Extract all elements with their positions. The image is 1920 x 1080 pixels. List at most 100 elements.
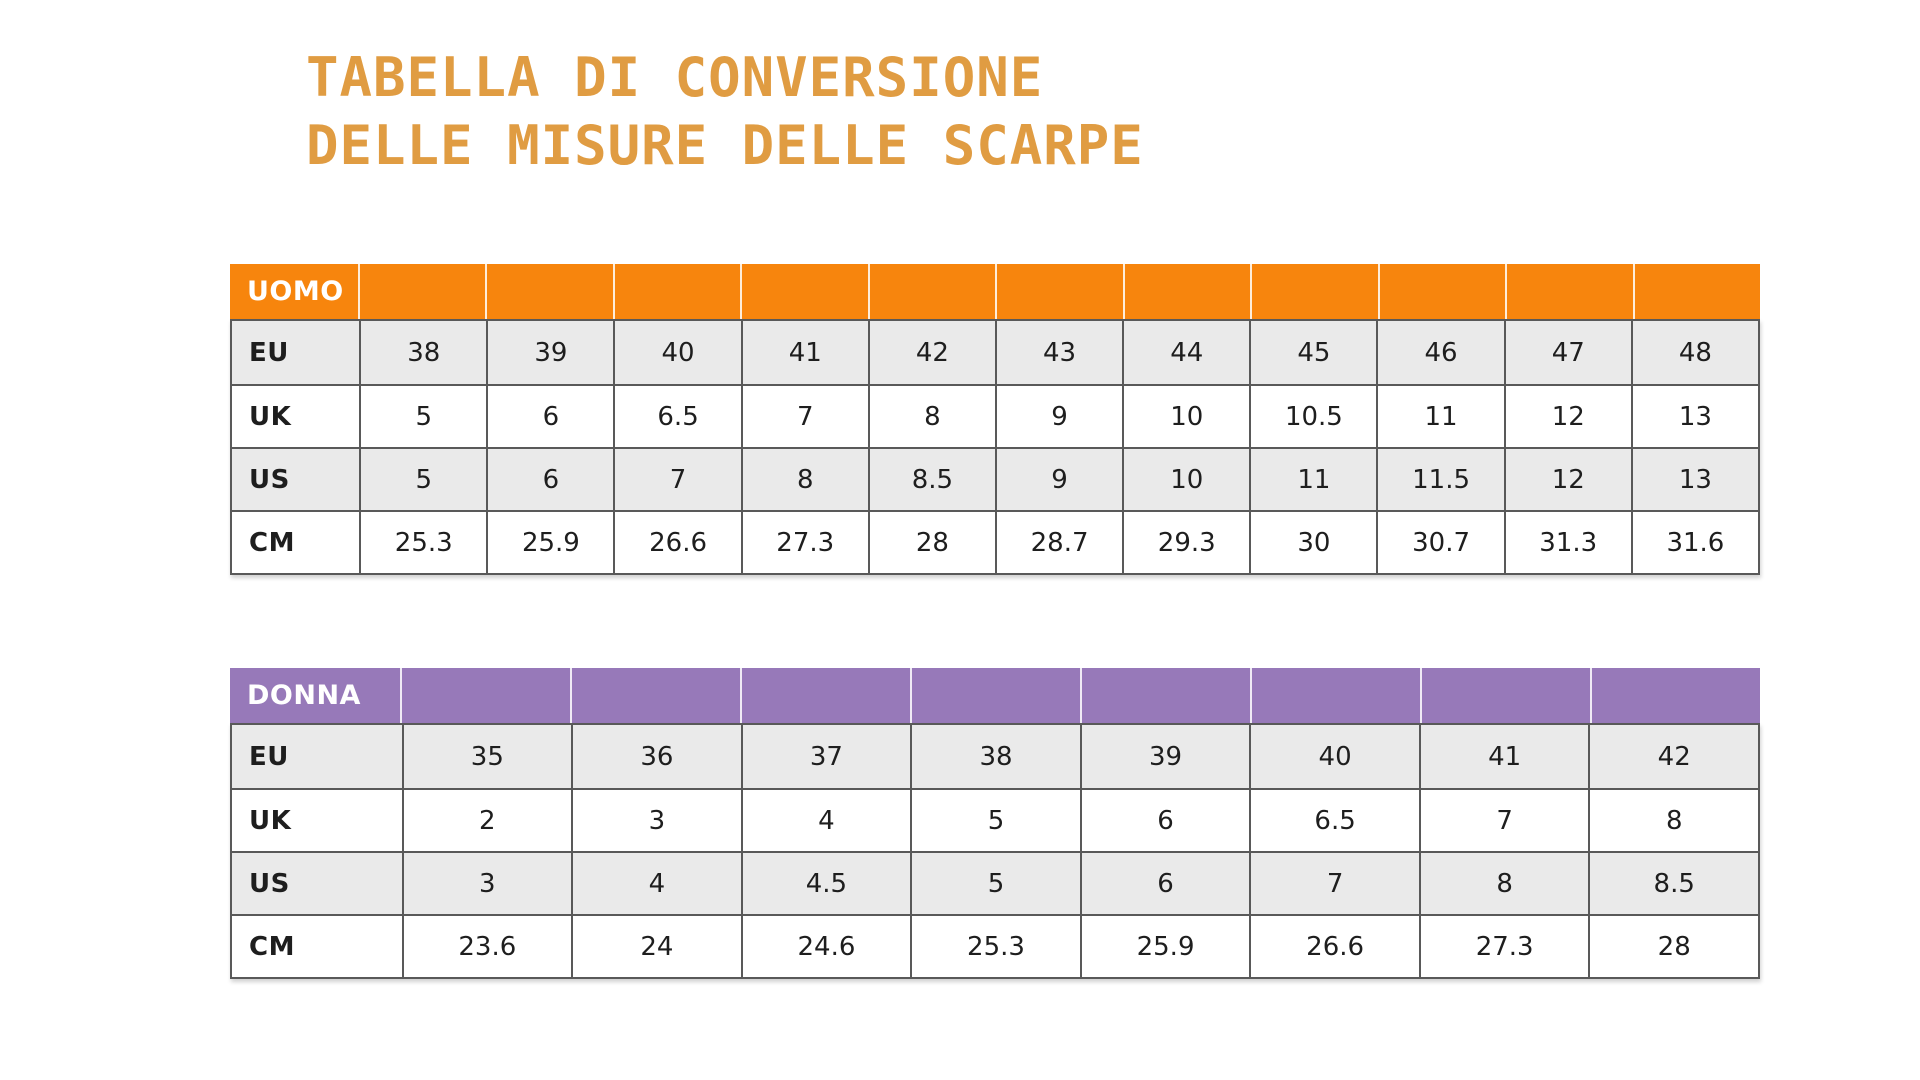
size-cell: 7 xyxy=(740,386,868,447)
row-label: US xyxy=(249,464,290,495)
size-cell: 25.3 xyxy=(910,916,1080,977)
size-cell: 39 xyxy=(486,321,613,384)
donna-row-us: US 3 4 4.5 5 6 7 8 8.5 xyxy=(232,851,1758,914)
size-cell: 11.5 xyxy=(1376,449,1503,510)
size-cell: 8 xyxy=(1588,790,1758,851)
size-cell: 36 xyxy=(571,725,741,788)
header-spacer-cell xyxy=(995,264,1123,319)
size-cell: 4.5 xyxy=(740,853,911,914)
header-spacer-cell xyxy=(1420,668,1590,723)
size-cell: 45 xyxy=(1249,321,1376,384)
donna-row-cm: CM 23.6 24 24.6 25.3 25.9 26.6 27.3 28 xyxy=(232,914,1758,977)
uomo-row-eu: EU 38 39 40 41 42 43 44 45 46 47 48 xyxy=(232,321,1758,384)
size-cell: 9 xyxy=(994,449,1122,510)
size-cell: 10 xyxy=(1122,386,1249,447)
row-label: US xyxy=(249,868,290,899)
size-cell: 28 xyxy=(1588,916,1758,977)
uomo-row-cm: CM 25.3 25.9 26.6 27.3 28 28.7 29.3 30 30.7 31.3 31… xyxy=(232,510,1758,573)
size-cell: 7 xyxy=(613,449,740,510)
size-cell: 6 xyxy=(1079,790,1250,851)
size-cell: 24.6 xyxy=(740,916,911,977)
size-cell: 13 xyxy=(1630,386,1758,447)
size-cell: 40 xyxy=(1249,725,1419,788)
uomo-table-header: UOMO xyxy=(230,264,1760,319)
size-cell: 9 xyxy=(994,386,1122,447)
header-spacer-cell xyxy=(910,668,1080,723)
size-cell: 37 xyxy=(740,725,911,788)
size-cell: 5 xyxy=(359,386,486,447)
women-size-table: DONNA EU 35 36 37 38 39 40 41 42 UK 2 3 4 5 6 6.5 7 8 US 3 4 4… xyxy=(230,668,1760,979)
size-cell: 11 xyxy=(1376,386,1503,447)
size-cell: 42 xyxy=(867,321,995,384)
size-cell: 5 xyxy=(910,790,1080,851)
size-cell: 26.6 xyxy=(1249,916,1419,977)
size-cell: 38 xyxy=(910,725,1080,788)
size-cell: 7 xyxy=(1418,790,1589,851)
size-cell: 41 xyxy=(740,321,868,384)
size-cell: 28 xyxy=(867,512,995,573)
header-spacer-cell xyxy=(357,264,486,319)
size-cell: 46 xyxy=(1376,321,1503,384)
size-cell: 30 xyxy=(1249,512,1376,573)
row-label: EU xyxy=(249,741,289,772)
size-cell: 6 xyxy=(1079,853,1250,914)
donna-header-label: DONNA xyxy=(247,680,361,711)
page-title: TABELLA DI CONVERSIONE DELLE MISURE DELLE… xyxy=(306,44,1144,180)
size-cell: 44 xyxy=(1122,321,1249,384)
donna-row-uk: UK 2 3 4 5 6 6.5 7 8 xyxy=(232,788,1758,851)
size-cell: 10.5 xyxy=(1249,386,1376,447)
header-spacer-cell xyxy=(1080,668,1250,723)
size-cell: 31.3 xyxy=(1503,512,1631,573)
header-spacer-cell xyxy=(867,264,996,319)
size-cell: 2 xyxy=(401,790,572,851)
size-cell: 47 xyxy=(1503,321,1631,384)
size-cell: 4 xyxy=(571,853,741,914)
header-spacer-cell xyxy=(570,668,740,723)
page-title-line1: TABELLA DI CONVERSIONE xyxy=(306,46,1044,109)
size-cell: 42 xyxy=(1588,725,1758,788)
size-cell: 11 xyxy=(1249,449,1376,510)
size-cell: 43 xyxy=(994,321,1122,384)
header-spacer-cell xyxy=(400,668,570,723)
size-cell: 13 xyxy=(1630,449,1758,510)
donna-row-eu: EU 35 36 37 38 39 40 41 42 xyxy=(232,725,1758,788)
uomo-header-label: UOMO xyxy=(247,276,344,307)
donna-table-body: EU 35 36 37 38 39 40 41 42 UK 2 3 4 5 6 6.5 7 8 US 3 4 4.5 5 6 7… xyxy=(230,723,1760,979)
header-spacer-cell xyxy=(1250,668,1420,723)
size-cell: 41 xyxy=(1418,725,1589,788)
size-cell: 27.3 xyxy=(740,512,868,573)
size-cell: 30.7 xyxy=(1376,512,1503,573)
size-cell: 8.5 xyxy=(1588,853,1758,914)
size-cell: 29.3 xyxy=(1122,512,1249,573)
size-cell: 6.5 xyxy=(1249,790,1419,851)
size-cell: 38 xyxy=(359,321,486,384)
size-cell: 12 xyxy=(1503,386,1631,447)
header-spacer-cell xyxy=(1505,264,1633,319)
size-cell: 25.3 xyxy=(359,512,486,573)
uomo-table-body: EU 38 39 40 41 42 43 44 45 46 47 48 UK 5 6 6.5 7 8 9 10 10.5… xyxy=(230,319,1760,575)
header-spacer-cell xyxy=(1590,668,1760,723)
row-label: CM xyxy=(249,931,295,962)
header-spacer-cell xyxy=(1122,264,1251,319)
men-size-table: UOMO EU 38 39 40 41 42 43 44 45 46 47 48 UK 5 6 6.5 7 8 9 10… xyxy=(230,264,1760,575)
header-spacer-cell xyxy=(1632,264,1761,319)
size-cell: 28.7 xyxy=(994,512,1122,573)
page-title-line2: DELLE MISURE DELLE SCARPE xyxy=(306,114,1144,177)
size-cell: 5 xyxy=(910,853,1080,914)
size-cell: 6.5 xyxy=(613,386,740,447)
size-cell: 24 xyxy=(571,916,741,977)
header-spacer-cell xyxy=(1250,264,1378,319)
uomo-row-uk: UK 5 6 6.5 7 8 9 10 10.5 11 12 13 xyxy=(232,384,1758,447)
size-cell: 12 xyxy=(1503,449,1631,510)
size-cell: 27.3 xyxy=(1418,916,1589,977)
size-cell: 7 xyxy=(1249,853,1419,914)
size-cell: 6 xyxy=(486,386,613,447)
size-cell: 25.9 xyxy=(1079,916,1250,977)
size-cell: 40 xyxy=(613,321,740,384)
header-spacer-cell xyxy=(485,264,613,319)
size-cell: 3 xyxy=(571,790,741,851)
size-cell: 48 xyxy=(1630,321,1758,384)
size-cell: 3 xyxy=(401,853,572,914)
header-spacer-cell xyxy=(1377,264,1506,319)
donna-table-header: DONNA xyxy=(230,668,1760,723)
